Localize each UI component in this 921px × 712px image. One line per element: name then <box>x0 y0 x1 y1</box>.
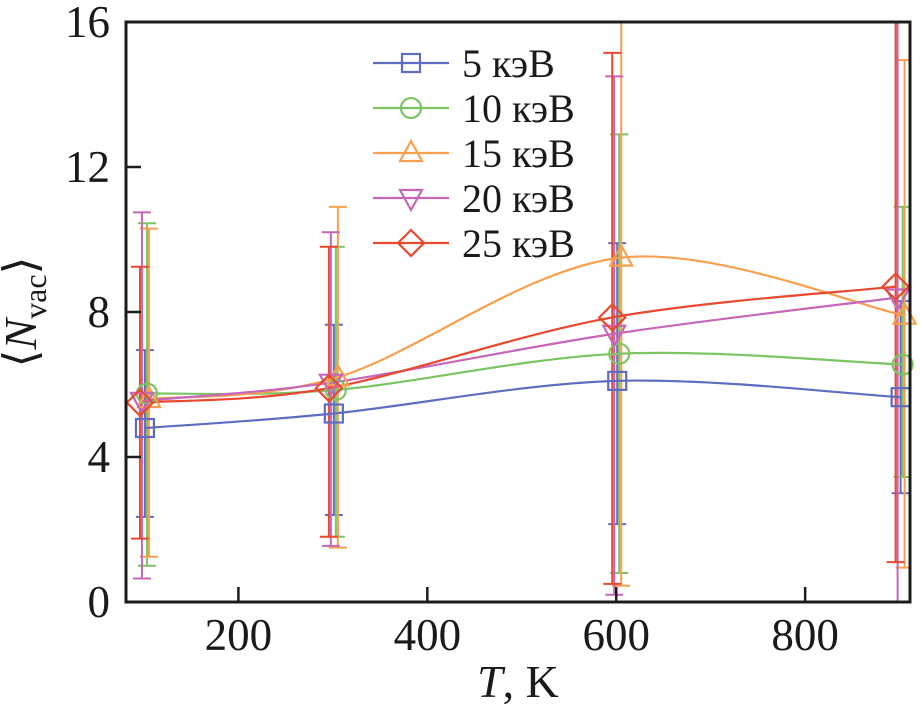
y-tick-label: 12 <box>65 142 110 192</box>
error-bars-layer <box>130 23 909 601</box>
marker-diamond-icon <box>314 373 344 403</box>
marker-circle-icon <box>608 342 631 365</box>
legend-label: 10 кэВ <box>462 86 575 131</box>
marker-triangle-down-icon <box>318 373 344 397</box>
marker-diamond-icon <box>597 302 627 332</box>
marker-triangle-up-icon <box>608 243 635 267</box>
marker-diamond-icon <box>881 272 911 302</box>
marker-square-icon <box>400 52 422 74</box>
legend-item-0: 5 кэВ <box>373 41 555 86</box>
x-tick-label: 800 <box>771 610 839 660</box>
y-tick-label: 16 <box>65 0 110 47</box>
markers-layer <box>125 243 918 439</box>
y-tick-label: 0 <box>88 577 111 627</box>
marker-triangle-down-icon <box>601 324 628 349</box>
marker-circle-icon <box>399 96 423 120</box>
series-line-2 <box>148 255 905 401</box>
series-line-4 <box>139 285 896 404</box>
x-tick-label: 400 <box>394 610 462 660</box>
error-bars-series-0 <box>135 242 909 526</box>
series-line-0 <box>144 379 901 430</box>
y-tick-label: 8 <box>88 287 111 337</box>
marker-square-icon <box>134 417 156 439</box>
legend-label: 15 кэВ <box>462 131 575 176</box>
x-tick-label: 600 <box>582 610 650 660</box>
marker-diamond-icon <box>125 388 155 418</box>
y-axis-label: ⟨Nvac⟩ <box>0 257 53 368</box>
marker-circle-icon <box>324 378 347 402</box>
markers-series-2 <box>136 243 918 409</box>
legend-item-2: 15 кэВ <box>373 131 575 176</box>
marker-diamond-icon <box>396 228 426 258</box>
markers-series-4 <box>125 272 911 418</box>
legend-item-4: 25 кэВ <box>373 221 575 266</box>
marker-circle-icon <box>891 353 914 376</box>
legend-label: 20 кэВ <box>462 176 575 221</box>
marker-triangle-down-icon <box>398 188 424 213</box>
x-tick-label: 200 <box>205 610 273 660</box>
error-bars-series-3 <box>132 23 899 601</box>
legend-item-3: 20 кэВ <box>373 176 575 221</box>
plot-frame <box>124 20 912 604</box>
legend-label: 5 кэВ <box>462 41 555 86</box>
legend-item-1: 10 кэВ <box>373 86 575 131</box>
legend-label: 25 кэВ <box>462 221 575 266</box>
ticks-layer <box>127 20 807 604</box>
tick-labels-layer: 200 400 600 800 0 4 8 12 16 <box>65 0 839 660</box>
marker-triangle-down-icon <box>884 288 911 312</box>
markers-series-0 <box>134 370 911 439</box>
series-line-3 <box>141 296 898 402</box>
x-axis-label: T, K <box>477 656 559 707</box>
curves-layer <box>139 255 905 430</box>
marker-square-icon <box>607 370 628 391</box>
marker-triangle-up-icon <box>398 138 424 163</box>
y-tick-label: 4 <box>88 432 111 482</box>
marker-square-icon <box>323 403 344 424</box>
